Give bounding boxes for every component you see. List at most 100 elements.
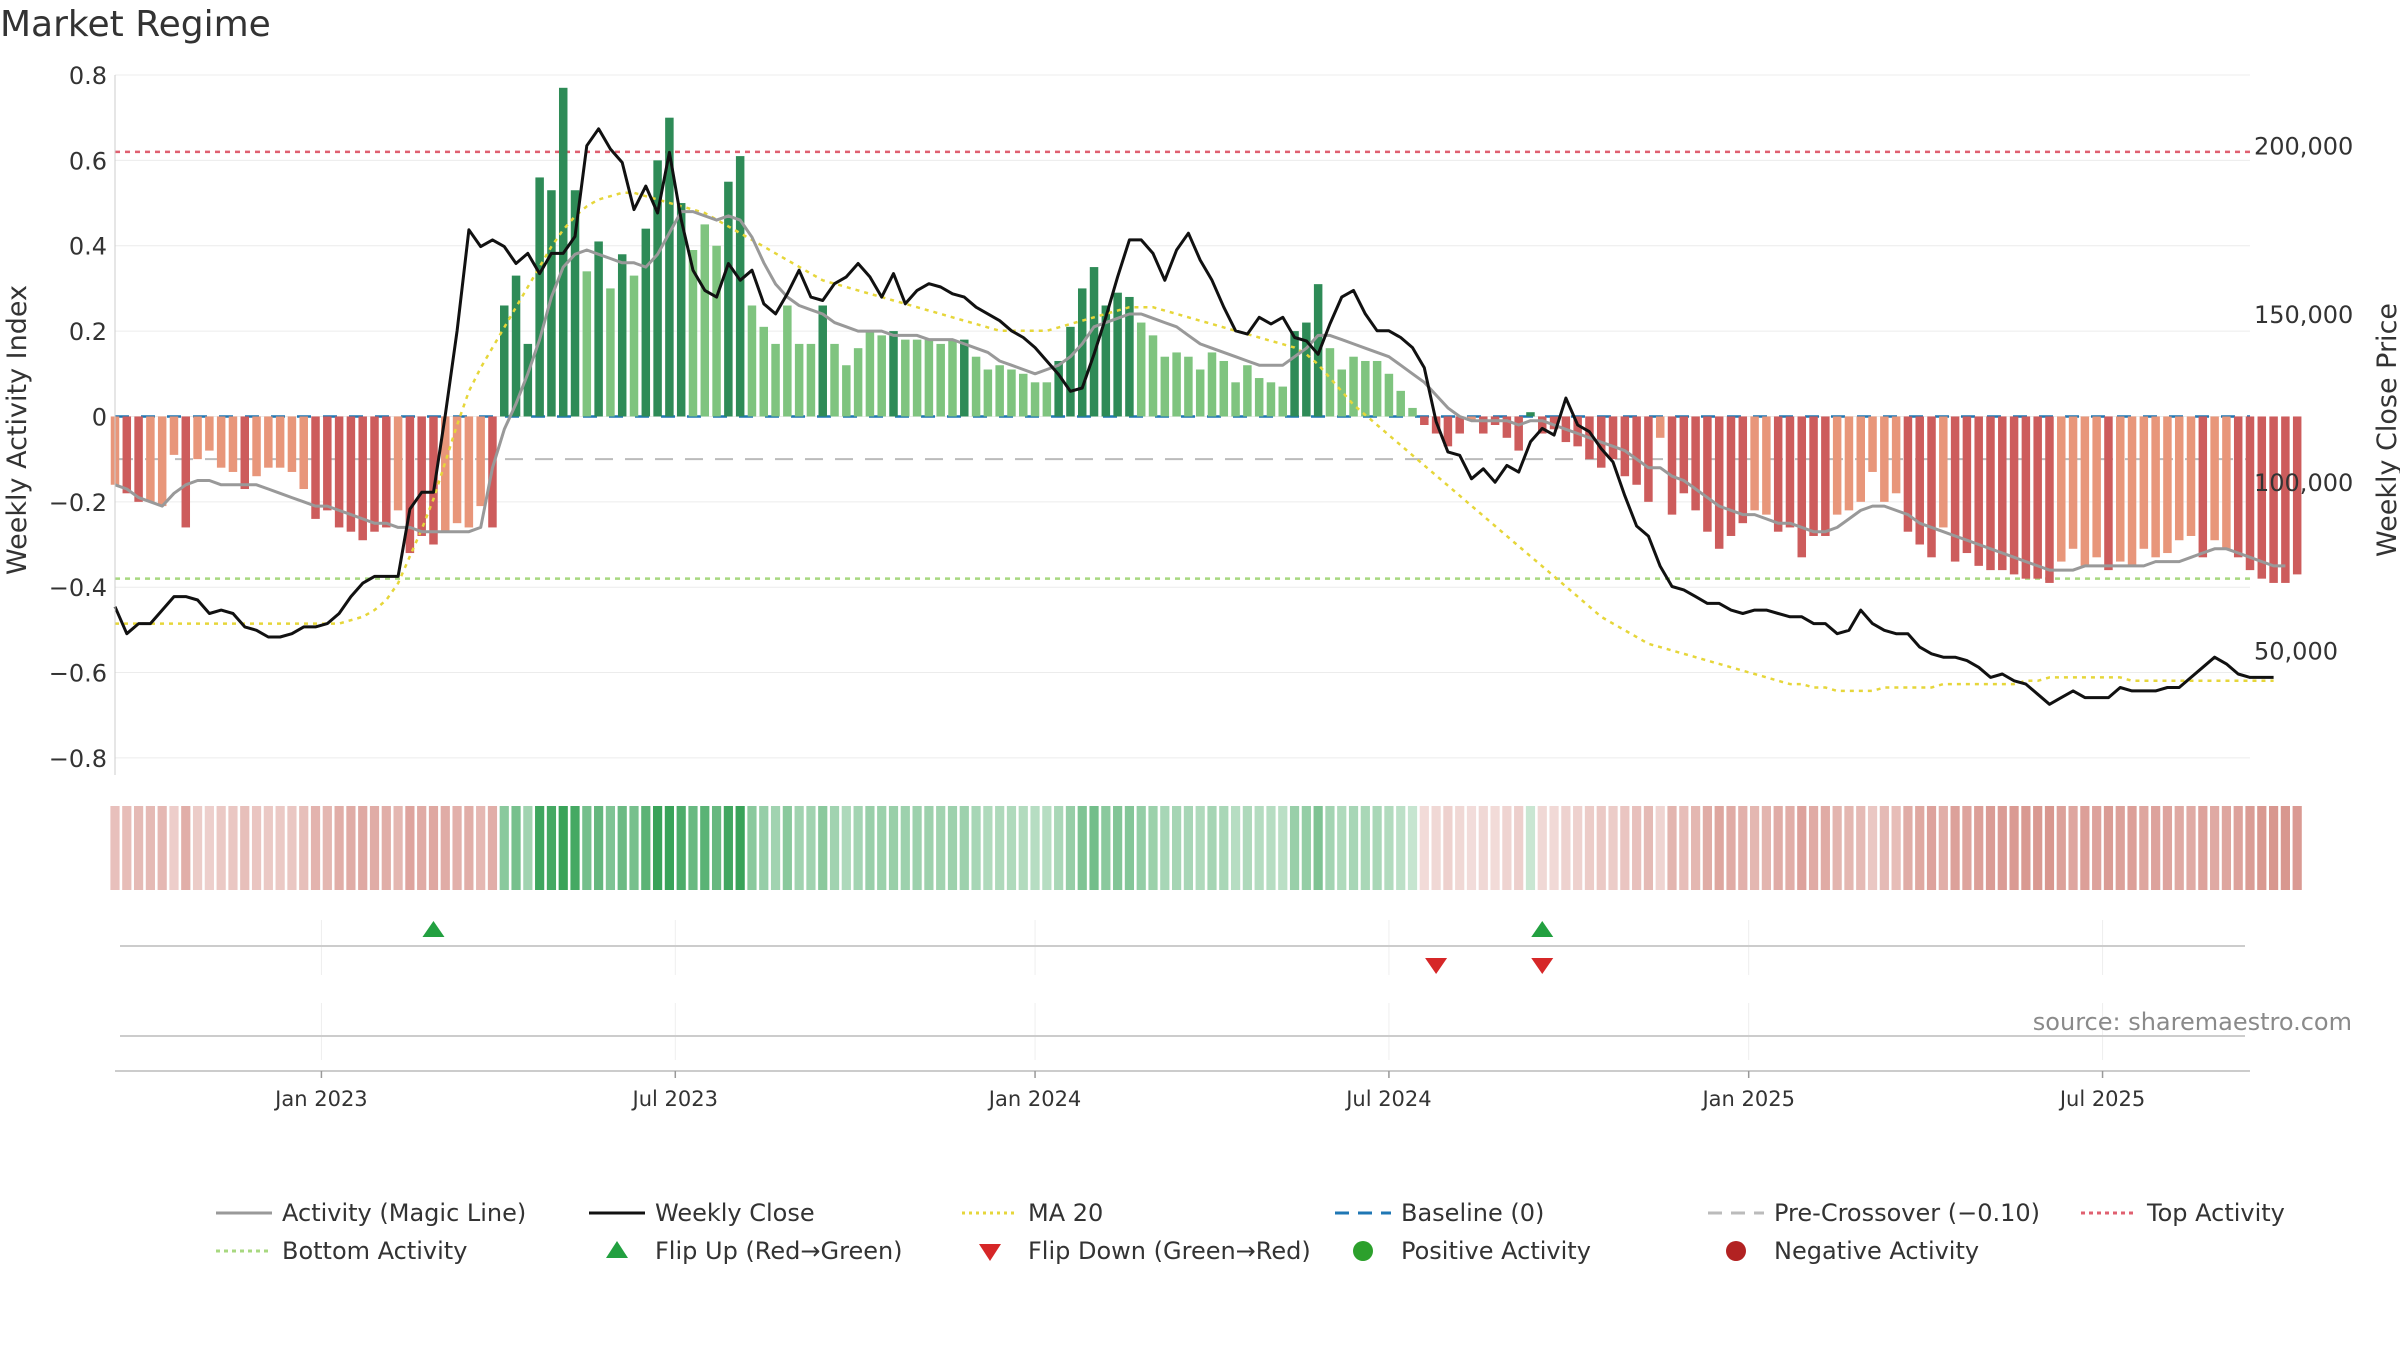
activity-bar — [865, 331, 875, 417]
regime-cell — [947, 806, 958, 890]
axes-layer: Weekly Activity Index Weekly Close Price… — [2, 62, 2400, 775]
activity-bar — [334, 416, 344, 528]
regime-cell — [1183, 806, 1193, 890]
activity-bar — [393, 416, 403, 511]
regime-cell — [476, 806, 486, 890]
regime-cell — [1702, 806, 1713, 890]
regime-cell — [535, 806, 545, 890]
regime-cell — [1749, 806, 1760, 890]
regime-cell — [1407, 806, 1418, 890]
activity-bar — [511, 275, 521, 417]
regime-cell — [1289, 806, 1300, 890]
regime-cell — [2021, 806, 2031, 890]
regime-cell — [1124, 806, 1135, 890]
x-tick-label: Jul 2023 — [631, 1087, 718, 1111]
x-tick-label: Jul 2025 — [2058, 1087, 2145, 1111]
activity-bar — [1538, 416, 1547, 434]
regime-cell — [971, 806, 981, 890]
activity-bar — [606, 288, 615, 417]
regime-cell — [169, 806, 179, 890]
activity-bar — [1738, 416, 1748, 524]
activity-bar — [1797, 416, 1807, 558]
activity-bar — [1325, 348, 1335, 417]
regime-cell — [2186, 806, 2196, 890]
regime-cell — [1195, 806, 1205, 890]
regime-cell — [2198, 806, 2208, 890]
activity-bar — [1030, 382, 1040, 417]
regime-cell — [2280, 806, 2290, 890]
legend-item-pre-crossover: Pre-Crossover (−0.10) — [1704, 1198, 2040, 1228]
regime-cell — [1396, 806, 1406, 890]
legend-label: Pre-Crossover (−0.10) — [1774, 1199, 2041, 1227]
regime-cell — [629, 806, 639, 890]
regime-cell — [1620, 806, 1630, 890]
regime-cell — [829, 806, 840, 890]
dashed-blue-line-icon — [1331, 1198, 1395, 1228]
activity-bar — [405, 416, 415, 554]
regime-cell — [263, 806, 273, 890]
activity-bar — [2080, 416, 2090, 566]
regime-cell — [464, 806, 474, 890]
activity-bar — [535, 177, 544, 417]
regime-cell — [275, 806, 285, 890]
activity-bar — [1361, 360, 1370, 417]
legend-label: Weekly Close — [655, 1199, 815, 1227]
activity-bar — [2198, 416, 2208, 558]
regime-cell — [1632, 806, 1642, 890]
activity-bar — [1714, 416, 1724, 549]
activity-bar — [735, 156, 745, 417]
regime-cell — [1738, 806, 1748, 890]
activity-bar — [1337, 369, 1346, 417]
regime-cell — [1797, 806, 1807, 890]
regime-cell — [877, 806, 887, 890]
activity-bar — [157, 416, 167, 507]
regime-cell — [2221, 806, 2232, 890]
regime-cell — [594, 806, 604, 890]
y-tick-label-right: 50,000 — [2254, 637, 2338, 665]
regime-cell — [1561, 806, 1571, 890]
regime-cell — [617, 806, 627, 890]
activity-bar — [1514, 416, 1523, 451]
regime-cell — [369, 806, 380, 890]
activity-bar — [747, 305, 757, 417]
x-tick-label: Jul 2024 — [1344, 1087, 1431, 1111]
y-tick-label-left: −0.2 — [49, 489, 107, 517]
y-tick-label-left: 0.6 — [69, 147, 107, 175]
activity-bar — [1172, 352, 1181, 417]
activity-bar — [2033, 416, 2042, 579]
regime-cell — [1254, 806, 1264, 890]
activity-bar — [299, 416, 308, 490]
activity-bar — [1950, 416, 1960, 562]
regime-cell — [2245, 806, 2255, 890]
activity-bar — [370, 416, 379, 532]
activity-bar — [287, 416, 297, 472]
activity-bar — [346, 416, 356, 532]
activity-bar — [523, 343, 533, 417]
regime-cell — [157, 806, 167, 890]
activity-bar — [594, 241, 603, 417]
activity-bar — [2245, 416, 2255, 571]
y-tick-label-left: 0.2 — [69, 318, 107, 346]
regime-cell — [2056, 806, 2066, 890]
activity-bar — [1042, 382, 1052, 417]
activity-bar — [1302, 322, 1311, 417]
regime-cell — [1502, 806, 1512, 890]
regime-cell — [1207, 806, 1217, 890]
regime-cell — [2268, 806, 2279, 890]
regime-cell — [1785, 806, 1795, 890]
dotted-green-line-icon — [212, 1236, 276, 1266]
y-tick-label-left: −0.6 — [49, 660, 107, 688]
regime-cell — [1549, 806, 1559, 890]
flip-up-triangle-icon — [585, 1236, 649, 1266]
activity-bar — [806, 343, 816, 417]
activity-bar — [936, 343, 945, 417]
solid-black-line-icon — [585, 1198, 649, 1228]
legend-label: Bottom Activity — [282, 1237, 468, 1265]
regime-cell — [1455, 806, 1465, 890]
activity-bar — [476, 416, 485, 507]
activity-bar — [228, 416, 238, 472]
activity-bar — [1750, 416, 1759, 511]
green-dot-icon — [1331, 1236, 1395, 1266]
activity-bar — [358, 416, 367, 541]
regime-cell — [1431, 806, 1441, 890]
